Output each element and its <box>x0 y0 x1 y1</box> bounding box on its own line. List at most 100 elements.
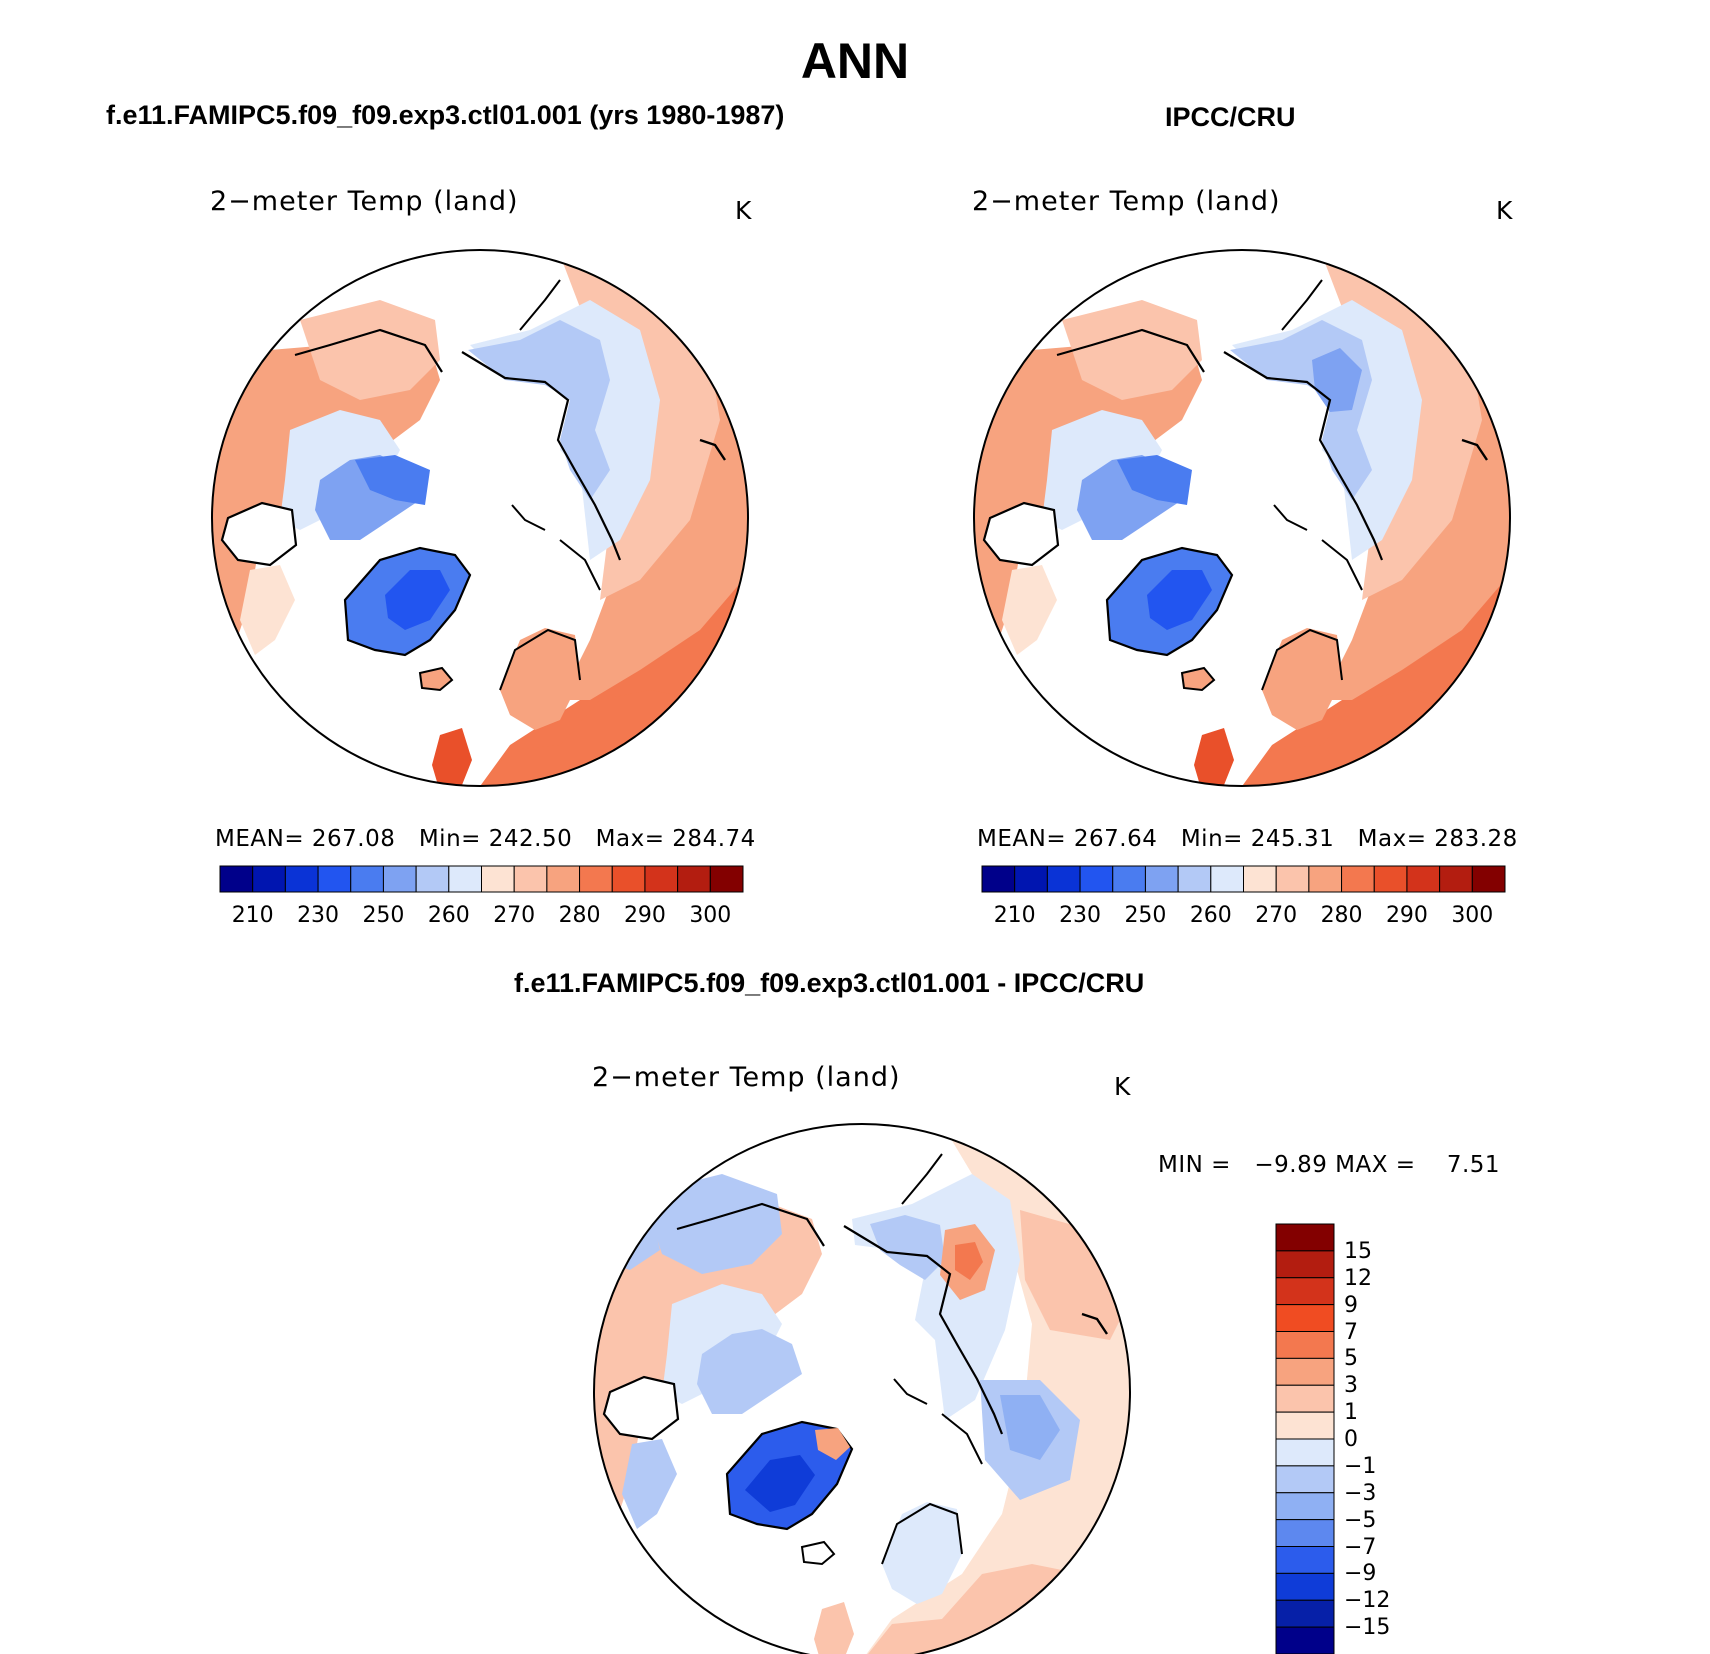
obs-colorbar-swatch <box>1243 865 1277 893</box>
diff-colorbar-swatch <box>1275 1250 1335 1279</box>
diff-max-value: 7.51 <box>1446 1152 1501 1178</box>
diff-coast-alaska <box>676 1202 825 1247</box>
obs-colorbar <box>981 865 1506 893</box>
obs-colorbar-tick: 210 <box>993 903 1036 928</box>
obs-colorbar-swatch <box>981 865 1016 893</box>
model-case-title: f.e11.FAMIPC5.f09_f09.exp3.ctl01.001 (yr… <box>106 100 785 130</box>
model-colorbar-swatch <box>382 865 417 893</box>
model-colorbar-tick: 300 <box>689 903 732 928</box>
diff-colorbar-swatch <box>1275 1492 1335 1521</box>
diff-variable-title: 2−meter Temp (land) <box>592 1062 901 1093</box>
diff-coast-siberia <box>843 1225 1004 1435</box>
model-colorbar-swatch <box>219 865 254 893</box>
diff-scandinavia <box>882 1502 962 1604</box>
diff-colorbar-tick: 0 <box>1344 1427 1358 1452</box>
model-colorbar-tick: 270 <box>493 903 536 928</box>
diff-colorbar-swatch <box>1275 1519 1335 1547</box>
model-colorbar-swatch <box>284 865 319 893</box>
diff-colorbar-swatch <box>1275 1546 1335 1574</box>
model-map-border <box>211 249 749 787</box>
obs-coast-caspian <box>1461 438 1488 461</box>
diff-colorbar-tick: −3 <box>1344 1480 1377 1506</box>
diff-colorbar-tick: 3 <box>1344 1373 1358 1399</box>
obs-colorbar-tick: 290 <box>1385 903 1428 928</box>
model-colorbar-tick: 210 <box>231 903 274 928</box>
obs-stats: MEAN= 267.64 Min= 245.31 Max= 283.28 <box>977 826 1518 852</box>
diff-coast-caspian <box>1081 1312 1108 1335</box>
model-coast-taimyr <box>559 539 601 591</box>
obs-colorbar-swatch <box>1439 865 1473 893</box>
model-alaska <box>300 300 440 400</box>
diff-colorbar-tick: 1 <box>1344 1400 1358 1426</box>
obs-mean-label: MEAN= <box>977 826 1067 852</box>
diff-coast-nz <box>893 1378 928 1405</box>
diff-british-isles <box>814 1602 854 1654</box>
model-colorbar-swatch <box>252 865 286 893</box>
diff-coast-norway <box>881 1502 963 1565</box>
obs-alaska <box>1062 300 1202 400</box>
diff-colorbar-swatch <box>1275 1465 1335 1494</box>
model-greenland-core <box>385 570 450 630</box>
diff-colorbar-swatch <box>1275 1223 1335 1252</box>
model-coast-caspian <box>699 438 726 461</box>
obs-max-label: Max= <box>1357 826 1427 852</box>
model-stats: MEAN= 267.08 Min= 242.50 Max= 284.74 <box>215 826 756 852</box>
obs-min-value: 245.31 <box>1250 826 1335 852</box>
obs-colorbar-swatch <box>1177 865 1212 893</box>
model-coast-kamchatka <box>519 279 561 331</box>
model-colorbar-swatch <box>611 865 646 893</box>
model-coast-alaska <box>294 328 443 373</box>
diff-colorbar-tick: −15 <box>1344 1615 1391 1641</box>
obs-mean-value: 267.64 <box>1073 826 1158 852</box>
diff-coast-taimyr <box>941 1413 983 1465</box>
obs-colorbar-swatch <box>1406 865 1441 893</box>
model-scandinavia <box>500 628 580 730</box>
diff-greenland-core <box>745 1455 815 1512</box>
model-colorbar-swatch <box>709 865 744 893</box>
model-units: K <box>735 196 752 225</box>
obs-units: K <box>1496 196 1513 225</box>
obs-variable-title: 2−meter Temp (land) <box>972 186 1281 217</box>
obs-colorbar-swatch <box>1079 865 1114 893</box>
diff-greenland-east-warm <box>815 1428 850 1460</box>
obs-colorbar-tick: 230 <box>1059 903 1102 928</box>
model-coast-nz <box>511 504 546 531</box>
model-colorbar-tick: 260 <box>427 903 470 928</box>
obs-colorbar-tick: 280 <box>1320 903 1363 928</box>
obs-colorbar-tick: 300 <box>1451 903 1494 928</box>
obs-scandinavia <box>1262 628 1342 730</box>
diff-colorbar-swatch <box>1275 1411 1335 1440</box>
model-colorbar-swatch <box>513 865 548 893</box>
obs-colorbar-swatch <box>1341 865 1375 893</box>
diff-central-asia-cooler <box>1000 1395 1060 1460</box>
diff-siberia-hotspot-core <box>955 1242 983 1280</box>
figure-title: ANN <box>800 33 910 89</box>
obs-colorbar-tick: 270 <box>1255 903 1298 928</box>
model-hudson-bay <box>220 501 298 567</box>
model-colorbar-swatch <box>579 865 613 893</box>
model-colorbar-swatch <box>317 865 352 893</box>
diff-min-value: −9.89 <box>1254 1152 1328 1178</box>
obs-coast-nz <box>1273 504 1308 531</box>
model-coast-siberia <box>461 351 622 561</box>
diff-colorbar-swatch <box>1275 1331 1335 1359</box>
diff-colorbar-swatch <box>1275 1277 1335 1306</box>
diff-colorbar-tick: −5 <box>1344 1507 1377 1533</box>
diff-siberia-blue <box>870 1215 945 1280</box>
model-max-label: Max= <box>595 826 665 852</box>
diff-colorbar-tick: 7 <box>1344 1319 1358 1345</box>
model-iceland <box>418 666 454 692</box>
diff-colorbar-swatch <box>1275 1384 1335 1413</box>
obs-colorbar-swatch <box>1471 865 1506 893</box>
obs-hudson-bay <box>982 501 1060 567</box>
diff-eurasia-warm-patch <box>1020 1210 1130 1340</box>
obs-colorbar-swatch <box>1014 865 1048 893</box>
model-colorbar-swatch <box>415 865 450 893</box>
obs-coast-norway <box>1261 628 1343 691</box>
model-colorbar-swatch <box>546 865 581 893</box>
model-mean-value: 267.08 <box>311 826 396 852</box>
model-colorbar-tick: 230 <box>297 903 340 928</box>
diff-case-title: f.e11.FAMIPC5.f09_f09.exp3.ctl01.001 - I… <box>514 968 1145 998</box>
diff-colorbar-tick: −9 <box>1344 1561 1377 1587</box>
